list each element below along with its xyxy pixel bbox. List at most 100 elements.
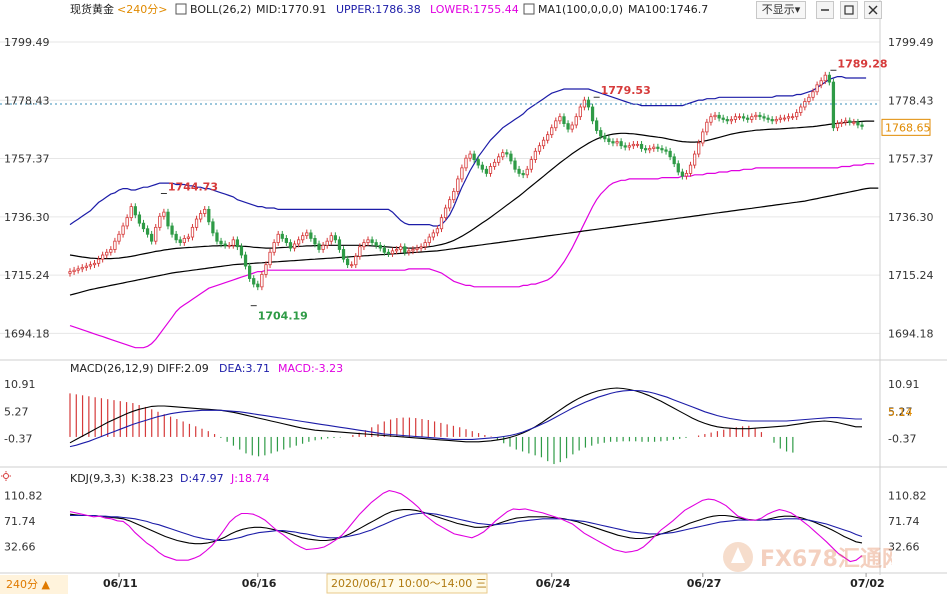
axis-tick-label: 1799.49 — [888, 36, 934, 49]
candle-body — [370, 239, 374, 243]
x-axis-label: 06/16 — [242, 577, 277, 590]
candle-body — [856, 121, 860, 126]
candle-body — [333, 235, 337, 241]
candle-body — [174, 233, 178, 241]
candle-body — [680, 171, 684, 177]
candle-body — [296, 239, 301, 245]
candle-body — [835, 123, 840, 129]
candle-body — [158, 215, 162, 228]
candle-body — [325, 240, 329, 246]
candle-body — [631, 143, 636, 147]
candle-body — [415, 247, 419, 250]
candle-body — [619, 141, 623, 147]
hide-indicator-dropdown[interactable]: 不显示▾ — [756, 1, 806, 19]
candle-body — [656, 146, 660, 149]
candle-body — [476, 159, 480, 166]
candle-body — [823, 74, 827, 82]
candle-body — [574, 116, 578, 126]
candle-body — [219, 240, 223, 245]
close-button[interactable] — [864, 1, 882, 19]
candle-body — [770, 119, 774, 122]
axis-tick-label: 32.66 — [888, 541, 920, 554]
candle-body — [439, 217, 444, 230]
candle-body — [443, 207, 448, 219]
candle-body — [88, 264, 93, 267]
candle-body — [578, 106, 582, 118]
macd-indicator — [69, 387, 862, 465]
candle-body — [345, 258, 350, 266]
annotation-label: 1779.53 — [601, 84, 651, 97]
axis-tick-label: 71.74 — [888, 515, 920, 528]
candle-body — [207, 208, 211, 223]
candle-body — [256, 283, 260, 288]
kdj-j-value: J:18.74 — [230, 472, 269, 485]
candle-body — [386, 251, 391, 255]
candle-body — [292, 243, 297, 249]
candle-body — [452, 190, 456, 201]
boll-title: BOLL(26,2) — [190, 3, 251, 16]
candle-body — [166, 211, 170, 227]
candle-body — [558, 116, 562, 122]
candle-body — [607, 138, 611, 142]
settings-sun-icon[interactable] — [1, 471, 11, 481]
candle-body — [394, 249, 399, 252]
candle-body — [231, 239, 235, 246]
ma1-title: MA1(100,0,0,0) — [538, 3, 623, 16]
macd-title: MACD(26,12,9) — [70, 362, 154, 375]
candle-body — [362, 242, 366, 248]
axis-tick-label: 110.82 — [888, 489, 927, 502]
candle-body — [268, 251, 272, 266]
candle-body — [852, 121, 856, 124]
candle-body — [374, 242, 378, 246]
candle-body — [741, 116, 746, 119]
candle-body — [125, 217, 129, 227]
candle-body — [190, 226, 195, 238]
period-selector-button[interactable]: 240分 ▲ — [0, 575, 68, 594]
candle-body — [101, 254, 105, 260]
candle-body — [366, 239, 370, 243]
ma-toggle-icon[interactable] — [523, 3, 535, 15]
maximize-button[interactable] — [840, 1, 858, 19]
macd-hist-value: MACD:-3.23 — [278, 362, 343, 375]
candle-body — [109, 249, 113, 253]
candle-body — [264, 264, 268, 275]
candle-body — [309, 232, 313, 239]
minimize-button[interactable] — [816, 1, 834, 19]
candle-body — [778, 117, 782, 120]
axis-tick-label: 1715.24 — [4, 269, 50, 282]
candle-body — [844, 120, 848, 123]
candle-body — [113, 240, 117, 250]
axis-tick-label: 1694.18 — [888, 327, 934, 340]
axis-tick-label: 110.82 — [4, 489, 43, 502]
kdj-title: KDJ(9,3,3) — [70, 472, 126, 485]
candle-body — [407, 250, 411, 253]
candle-body — [521, 172, 525, 176]
candle-body — [819, 80, 823, 86]
axis-tick-label: 71.74 — [4, 515, 36, 528]
boll-toggle-icon[interactable] — [175, 3, 187, 15]
candle-body — [448, 199, 452, 209]
candle-body — [96, 258, 101, 264]
candle-body — [566, 123, 570, 130]
candle-body — [137, 214, 142, 224]
candle-body — [733, 116, 738, 120]
candle-body — [178, 239, 182, 243]
axis-tick-label: -0.37 — [888, 433, 916, 446]
candle-body — [725, 119, 729, 122]
candle-body — [431, 232, 435, 238]
candle-body — [199, 213, 203, 220]
close-icon — [868, 5, 878, 15]
candle-body — [599, 130, 603, 137]
candle-body — [611, 141, 615, 144]
candle-body — [252, 278, 256, 285]
candle-body — [623, 145, 627, 148]
period-label[interactable]: <240分> — [117, 3, 167, 16]
candle-body — [284, 238, 288, 243]
candle-body — [648, 148, 652, 151]
maximize-icon — [844, 5, 854, 15]
candle-body — [729, 119, 733, 122]
axis-tick-label: 1799.49 — [4, 36, 50, 49]
candle-body — [313, 238, 317, 245]
candle-body — [839, 121, 844, 125]
candle-body — [403, 246, 407, 253]
